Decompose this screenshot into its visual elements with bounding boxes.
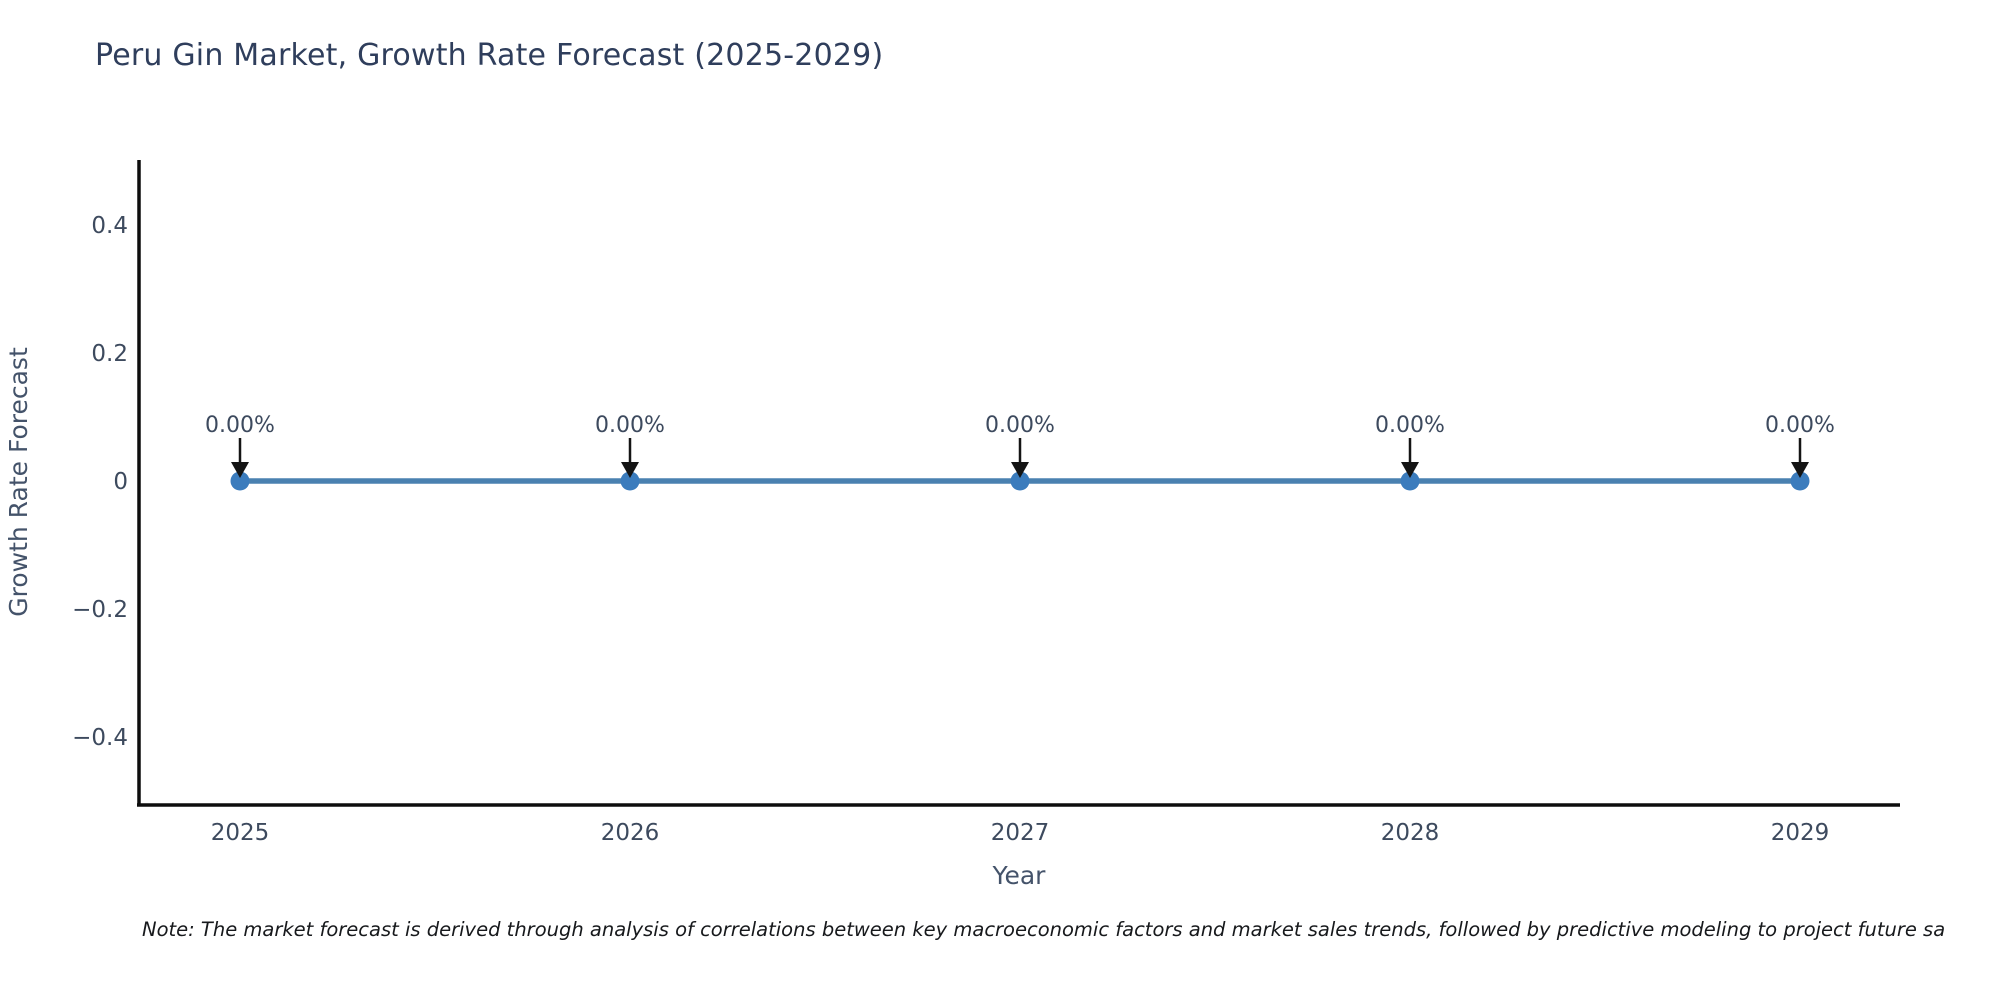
point-label-2026: 0.00% bbox=[595, 413, 665, 438]
arrow-head-icon bbox=[1791, 462, 1809, 478]
arrow-head-icon bbox=[231, 462, 249, 478]
data-point-2029 bbox=[1790, 471, 1810, 491]
annotation-arrow-2026 bbox=[621, 438, 639, 478]
data-point-2028 bbox=[1400, 471, 1420, 491]
y-tick-0.2: 0.2 bbox=[91, 341, 128, 367]
point-label-2028: 0.00% bbox=[1375, 413, 1445, 438]
point-label-2025: 0.00% bbox=[205, 413, 275, 438]
x-tick-2029: 2029 bbox=[1771, 820, 1830, 846]
annotation-arrow-2025 bbox=[231, 438, 249, 478]
annotation-arrow-2027 bbox=[1011, 438, 1029, 478]
data-point-2026 bbox=[620, 471, 640, 491]
data-point-2027 bbox=[1010, 471, 1030, 491]
data-point-2025 bbox=[230, 471, 250, 491]
annotation-arrow-2029 bbox=[1791, 438, 1809, 478]
annotation-arrow-2028 bbox=[1401, 438, 1419, 478]
x-tick-2026: 2026 bbox=[601, 820, 660, 846]
x-tick-2025: 2025 bbox=[211, 820, 270, 846]
y-tick--0.2: −0.2 bbox=[72, 597, 128, 623]
y-tick--0.4: −0.4 bbox=[72, 725, 128, 751]
x-tick-2028: 2028 bbox=[1381, 820, 1440, 846]
chart-title: Peru Gin Market, Growth Rate Forecast (2… bbox=[95, 38, 884, 73]
x-axis-title: Year bbox=[992, 861, 1047, 890]
footnote: Note: The market forecast is derived thr… bbox=[142, 918, 1946, 941]
y-axis-title: Growth Rate Forecast bbox=[4, 347, 33, 617]
arrow-head-icon bbox=[1401, 462, 1419, 478]
point-label-2027: 0.00% bbox=[985, 413, 1055, 438]
x-tick-2027: 2027 bbox=[991, 820, 1050, 846]
y-tick-0: 0 bbox=[113, 469, 128, 495]
arrow-head-icon bbox=[621, 462, 639, 478]
arrow-head-icon bbox=[1011, 462, 1029, 478]
point-label-2029: 0.00% bbox=[1765, 413, 1835, 438]
y-tick-0.4: 0.4 bbox=[91, 213, 128, 239]
